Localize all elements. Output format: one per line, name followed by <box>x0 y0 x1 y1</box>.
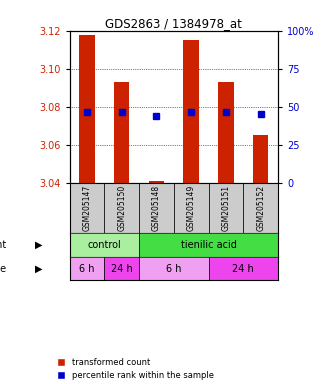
Text: GSM205152: GSM205152 <box>256 185 265 231</box>
Bar <box>139 257 209 280</box>
Text: 24 h: 24 h <box>111 263 132 273</box>
Bar <box>104 257 139 280</box>
Text: 6 h: 6 h <box>79 263 95 273</box>
Text: GSM205148: GSM205148 <box>152 185 161 231</box>
Bar <box>209 182 243 233</box>
Bar <box>253 135 268 182</box>
Bar <box>139 233 278 257</box>
Bar <box>209 257 278 280</box>
Title: GDS2863 / 1384978_at: GDS2863 / 1384978_at <box>105 17 242 30</box>
Text: control: control <box>87 240 121 250</box>
Bar <box>70 257 104 280</box>
Bar <box>104 182 139 233</box>
Bar <box>218 82 234 182</box>
Text: GSM205149: GSM205149 <box>187 185 196 231</box>
Text: agent: agent <box>0 240 7 250</box>
Text: 24 h: 24 h <box>232 263 254 273</box>
Bar <box>70 182 104 233</box>
Bar <box>139 182 174 233</box>
Text: GSM205147: GSM205147 <box>82 185 91 231</box>
Bar <box>243 182 278 233</box>
Text: ▶: ▶ <box>35 263 42 273</box>
Bar <box>174 182 209 233</box>
Bar <box>149 180 164 182</box>
Text: tienilic acid: tienilic acid <box>181 240 236 250</box>
Text: time: time <box>0 263 7 273</box>
Bar <box>183 40 199 182</box>
Text: 6 h: 6 h <box>166 263 181 273</box>
Text: ▶: ▶ <box>35 240 42 250</box>
Text: GSM205151: GSM205151 <box>221 185 230 231</box>
Text: GSM205150: GSM205150 <box>117 185 126 231</box>
Bar <box>114 82 129 182</box>
Bar <box>79 35 95 182</box>
Legend: transformed count, percentile rank within the sample: transformed count, percentile rank withi… <box>57 358 214 380</box>
Bar <box>70 233 139 257</box>
